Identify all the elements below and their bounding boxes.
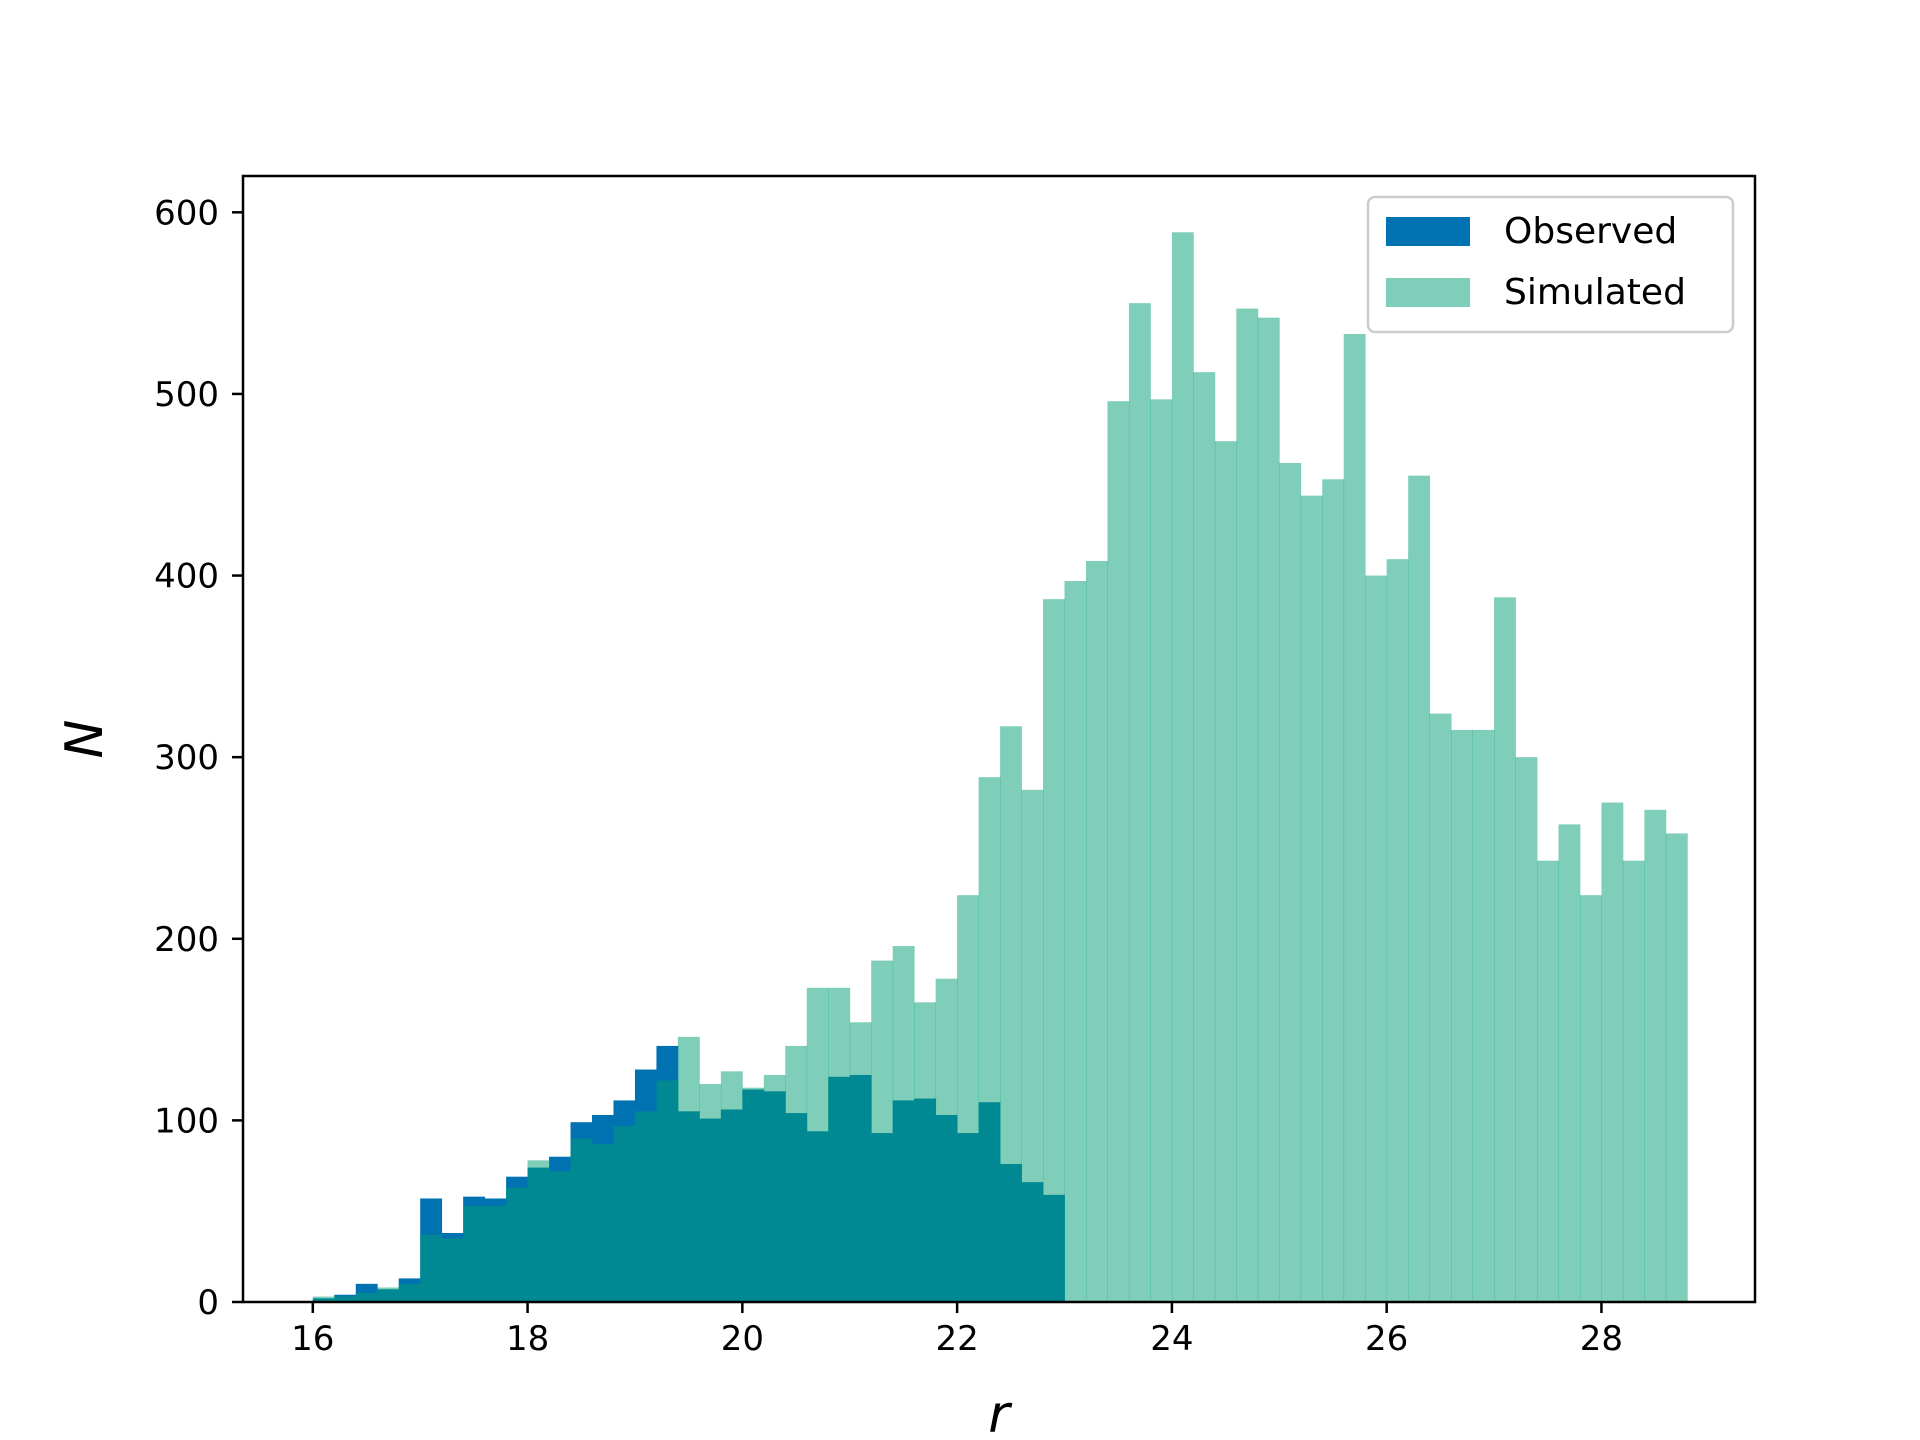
bar-simulated: [377, 1287, 400, 1302]
bar-simulated: [549, 1171, 571, 1302]
x-tick-label: 26: [1365, 1319, 1408, 1359]
bar-simulated: [914, 1002, 937, 1302]
bar-simulated: [1043, 599, 1065, 1302]
bar-simulated: [1214, 441, 1237, 1302]
bar-simulated: [441, 1238, 464, 1302]
x-tick-label: 22: [935, 1319, 978, 1359]
bar-simulated: [1537, 860, 1559, 1302]
bar-simulated: [1386, 559, 1409, 1302]
x-tick-label: 28: [1580, 1319, 1623, 1359]
bar-simulated: [1279, 462, 1302, 1302]
bar-simulated: [1150, 399, 1173, 1302]
bar-simulated: [506, 1187, 528, 1302]
bar-simulated: [1601, 802, 1624, 1302]
bar-simulated: [785, 1045, 808, 1302]
bar-simulated: [1128, 303, 1151, 1302]
bar-simulated: [1021, 789, 1044, 1302]
bar-simulated: [570, 1138, 593, 1302]
bar-simulated: [892, 946, 915, 1302]
y-tick-label: 400: [154, 557, 219, 597]
bar-simulated: [806, 987, 829, 1302]
plot-frame: [241, 174, 1757, 1304]
bar-simulated: [1494, 597, 1516, 1302]
y-tick-label: 600: [154, 193, 219, 233]
bar-simulated: [634, 1111, 657, 1302]
bar-simulated: [1451, 729, 1473, 1302]
bar-simulated: [763, 1074, 786, 1302]
y-tick-label: 300: [154, 738, 219, 778]
bar-simulated: [849, 1022, 872, 1302]
x-axis-ticks: 16 18 20 22 24 26 28: [291, 1302, 1623, 1359]
bar-simulated: [420, 1234, 443, 1302]
bar-simulated: [1193, 372, 1216, 1302]
legend-label-observed: Observed: [1504, 211, 1677, 252]
bar-simulated: [1322, 479, 1345, 1302]
bar-simulated: [592, 1144, 614, 1302]
bar-simulated: [1171, 232, 1194, 1302]
legend-swatch-observed: [1386, 217, 1470, 246]
x-axis-label: r: [988, 1385, 1013, 1440]
bar-simulated: [334, 1296, 357, 1302]
bar-simulated: [1472, 729, 1495, 1302]
bar-simulated: [1408, 475, 1431, 1302]
legend: Observed Simulated: [1366, 195, 1735, 334]
x-tick-label: 16: [291, 1319, 334, 1359]
bar-simulated: [720, 1071, 743, 1302]
bar-simulated: [1644, 809, 1667, 1302]
x-tick-label: 20: [721, 1319, 764, 1359]
bar-simulated: [677, 1036, 700, 1302]
x-tick-label: 24: [1150, 1319, 1193, 1359]
bar-simulated: [1515, 757, 1538, 1302]
bar-simulated: [1085, 561, 1108, 1302]
bar-simulated: [1665, 833, 1688, 1302]
bar-simulated: [463, 1205, 486, 1302]
bar-simulated: [828, 987, 851, 1302]
y-tick-label: 200: [154, 920, 219, 960]
bar-simulated: [1365, 575, 1388, 1302]
y-tick-label: 100: [154, 1101, 219, 1141]
bar-simulated: [613, 1125, 636, 1302]
x-tick-label: 18: [506, 1319, 549, 1359]
series-simulated: [312, 232, 1688, 1303]
bar-simulated: [398, 1283, 421, 1302]
legend-swatch-simulated: [1386, 278, 1470, 307]
bar-simulated: [1064, 581, 1087, 1302]
bar-simulated: [742, 1087, 765, 1302]
bar-simulated: [699, 1084, 722, 1302]
bar-simulated: [1000, 726, 1022, 1302]
bar-simulated: [1236, 308, 1259, 1303]
bar-simulated: [484, 1205, 507, 1302]
bar-simulated: [656, 1080, 679, 1302]
y-axis-ticks: 0 100 200 300 400 500 600: [154, 193, 243, 1323]
bar-simulated: [312, 1296, 335, 1302]
bar-simulated: [1579, 895, 1602, 1302]
bar-simulated: [1257, 317, 1280, 1302]
bar-simulated: [1558, 824, 1581, 1302]
bar-simulated: [1300, 495, 1323, 1302]
bar-simulated: [871, 960, 894, 1302]
bar-simulated: [978, 777, 1001, 1302]
y-axis-label: N: [55, 720, 115, 759]
bar-simulated: [1107, 401, 1130, 1302]
y-tick-label: 500: [154, 375, 219, 415]
y-tick-label: 0: [197, 1283, 219, 1323]
bar-simulated: [1343, 334, 1366, 1302]
bar-simulated: [935, 978, 958, 1302]
bar-simulated: [355, 1292, 378, 1302]
bars-layer: [312, 232, 1688, 1303]
bar-simulated: [957, 895, 979, 1302]
bar-simulated: [1429, 713, 1452, 1302]
bar-simulated: [527, 1160, 550, 1302]
bar-simulated: [1622, 860, 1645, 1302]
legend-label-simulated: Simulated: [1504, 272, 1686, 313]
